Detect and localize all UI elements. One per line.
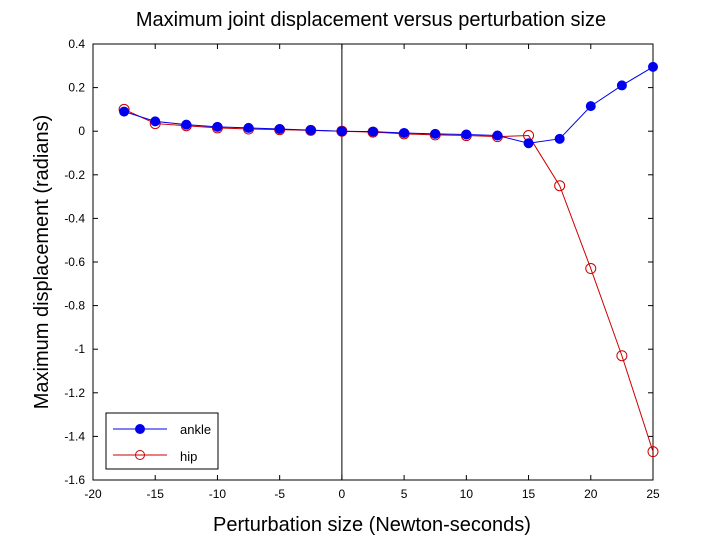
data-point-ankle [244,123,253,132]
legend-ankle-label: ankle [180,422,211,437]
data-point-ankle [524,139,533,148]
y-tick-label: -1 [74,342,85,356]
y-tick-label: 0 [78,124,85,138]
series-hip [119,104,658,456]
chart-title: Maximum joint displacement versus pertur… [136,9,606,31]
data-point-ankle [586,102,595,111]
chart: Maximum joint displacement versus pertur… [0,0,720,540]
y-tick-label: -1.4 [64,429,85,443]
series-ankle [120,62,658,147]
data-point-ankle [337,127,346,136]
y-tick-labels: 0.4 0.2 0 -0.2 -0.4 -0.6 -0.8 -1 -1.2 -1.4 -1.6 [64,37,85,487]
x-tick-label: 5 [401,487,408,501]
data-point-ankle [462,130,471,139]
x-tick-label: -10 [209,487,227,501]
data-point-ankle [120,107,129,116]
x-axis-label: Perturbation size (Newton-seconds) [213,514,531,536]
series-line-hip [124,109,653,451]
y-tick-label: 0.4 [68,37,85,51]
data-point-ankle [182,120,191,129]
legend: ankle hip [106,413,218,469]
data-point-ankle [431,129,440,138]
data-point-ankle [275,125,284,134]
data-point-ankle [493,131,502,140]
y-tick-label: -0.4 [64,211,85,225]
data-point-ankle [617,81,626,90]
data-point-ankle [213,122,222,131]
y-tick-label: 0.2 [68,81,85,95]
x-tick-label: 25 [646,487,660,501]
x-tick-label: 10 [460,487,474,501]
data-point-ankle [369,127,378,136]
y-tick-label: -1.6 [64,473,85,487]
x-tick-label: 20 [584,487,598,501]
x-tick-label: -20 [84,487,102,501]
y-tick-label: -0.6 [64,255,85,269]
data-point-ankle [151,117,160,126]
x-tick-label: 0 [339,487,346,501]
y-tick-label: -1.2 [64,386,85,400]
legend-ankle-marker [136,425,145,434]
series-layer [119,62,658,456]
x-tick-label: 15 [522,487,536,501]
y-axis-label: Maximum displacement (radians) [31,115,53,410]
y-tick-label: -0.8 [64,299,85,313]
series-line-ankle [124,67,653,143]
data-point-ankle [306,126,315,135]
x-tick-label: -5 [274,487,285,501]
data-point-ankle [649,62,658,71]
x-tick-labels: -20 -15 -10 -5 0 5 10 15 20 25 [84,487,660,501]
legend-hip-label: hip [180,449,197,464]
x-tick-label: -15 [147,487,165,501]
data-point-ankle [555,134,564,143]
y-tick-label: -0.2 [64,168,85,182]
data-point-ankle [400,128,409,137]
